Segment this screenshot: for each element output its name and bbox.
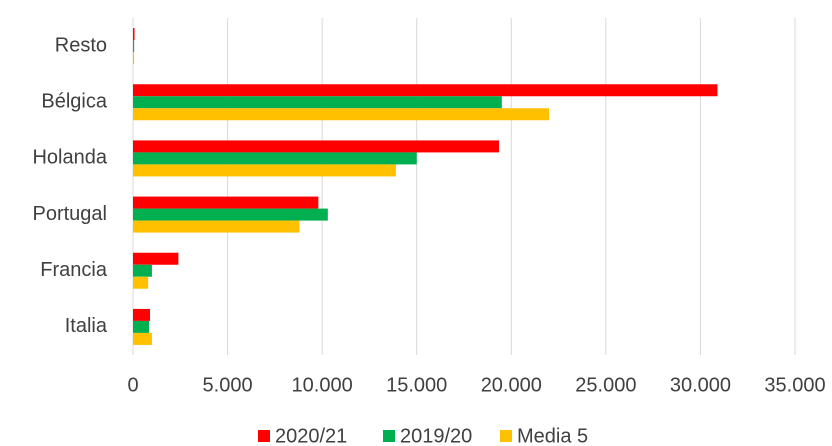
bar: [133, 152, 417, 165]
bar: [133, 164, 396, 177]
x-tick-label: 35.000: [764, 374, 825, 396]
bar: [133, 264, 152, 277]
bar: [133, 52, 135, 65]
x-tick-label: 0: [127, 374, 138, 396]
bar: [133, 220, 300, 233]
y-tick-label: Resto: [55, 34, 107, 56]
x-tick-label: 30.000: [670, 374, 731, 396]
y-tick-label: Italia: [65, 315, 108, 337]
legend-label: Media 5: [517, 425, 588, 446]
legend-swatch: [383, 430, 395, 442]
legend-label: 2020/21: [275, 425, 347, 446]
bar: [133, 96, 502, 109]
bar: [133, 196, 319, 209]
legend-swatch: [500, 430, 512, 442]
x-tick-label: 15.000: [386, 374, 447, 396]
bar: [133, 208, 328, 221]
x-tick-label: 20.000: [481, 374, 542, 396]
y-tick-label: Francia: [40, 259, 108, 281]
bar: [133, 84, 718, 97]
bar: [133, 332, 152, 345]
legend-label: 2019/20: [400, 425, 472, 446]
bar: [133, 108, 550, 121]
bar: [133, 276, 149, 289]
x-tick-label: 10.000: [292, 374, 353, 396]
bar: [133, 320, 150, 333]
y-tick-label: Holanda: [32, 147, 107, 169]
bar: [133, 252, 179, 265]
y-tick-label: Bélgica: [41, 91, 107, 113]
legend-swatch: [258, 430, 270, 442]
bar: [133, 308, 151, 321]
x-tick-label: 5.000: [203, 374, 253, 396]
bar: [133, 140, 499, 153]
bar: [133, 28, 135, 41]
y-tick-label: Portugal: [33, 203, 108, 225]
x-tick-label: 25.000: [575, 374, 636, 396]
bar: [133, 40, 135, 53]
